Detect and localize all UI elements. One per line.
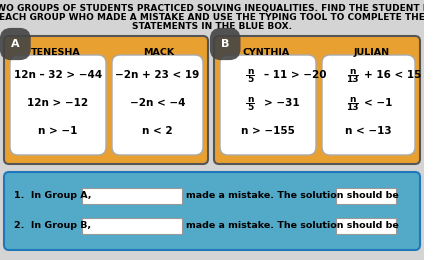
Bar	[336, 218, 396, 234]
Text: 12n > −12: 12n > −12	[28, 98, 89, 108]
Text: JULIAN: JULIAN	[354, 48, 390, 57]
Text: A: A	[11, 39, 20, 49]
FancyBboxPatch shape	[4, 172, 420, 250]
Text: 12n – 32 > −44: 12n – 32 > −44	[14, 70, 102, 80]
Text: MACK: MACK	[143, 48, 175, 57]
Text: < −1: < −1	[365, 98, 393, 108]
Bar	[336, 188, 396, 204]
Text: n: n	[349, 67, 356, 75]
Text: n > −1: n > −1	[38, 126, 78, 136]
Text: EACH GROUP WHO MADE A MISTAKE AND USE THE TYPING TOOL TO COMPLETE THE: EACH GROUP WHO MADE A MISTAKE AND USE TH…	[0, 13, 424, 22]
Text: n > −155: n > −155	[241, 126, 295, 136]
FancyBboxPatch shape	[112, 55, 203, 155]
Text: n < −13: n < −13	[345, 126, 392, 136]
Text: TWO GROUPS OF STUDENTS PRACTICED SOLVING INEQUALITIES. FIND THE STUDENT IN: TWO GROUPS OF STUDENTS PRACTICED SOLVING…	[0, 4, 424, 13]
Text: made a mistake. The solution should be: made a mistake. The solution should be	[186, 222, 399, 231]
Text: + 16 < 15: + 16 < 15	[365, 70, 422, 80]
Text: B: B	[221, 39, 229, 49]
Text: n: n	[247, 67, 253, 75]
Text: 13: 13	[346, 75, 359, 83]
Text: 5: 5	[247, 75, 253, 83]
FancyBboxPatch shape	[322, 55, 415, 155]
Text: 2.  In Group B,: 2. In Group B,	[14, 222, 91, 231]
Text: n: n	[247, 94, 253, 103]
FancyBboxPatch shape	[220, 55, 316, 155]
Text: n < 2: n < 2	[142, 126, 173, 136]
Text: 1.  In Group A,: 1. In Group A,	[14, 192, 92, 200]
Text: TENESHA: TENESHA	[31, 48, 81, 57]
Text: – 11 > −20: – 11 > −20	[264, 70, 326, 80]
Text: > −31: > −31	[264, 98, 300, 108]
FancyBboxPatch shape	[4, 36, 208, 164]
Text: −2n < −4: −2n < −4	[130, 98, 185, 108]
FancyBboxPatch shape	[10, 55, 106, 155]
FancyBboxPatch shape	[214, 36, 420, 164]
Text: made a mistake. The solution should be: made a mistake. The solution should be	[186, 192, 399, 200]
Text: STATEMENTS IN THE BLUE BOX.: STATEMENTS IN THE BLUE BOX.	[132, 22, 292, 31]
Text: CYNTHIA: CYNTHIA	[243, 48, 290, 57]
Text: −2n + 23 < 19: −2n + 23 < 19	[115, 70, 200, 80]
Text: n: n	[349, 94, 356, 103]
Bar	[82, 218, 182, 234]
Bar	[82, 188, 182, 204]
Text: 13: 13	[346, 102, 359, 112]
Text: 5: 5	[247, 102, 253, 112]
